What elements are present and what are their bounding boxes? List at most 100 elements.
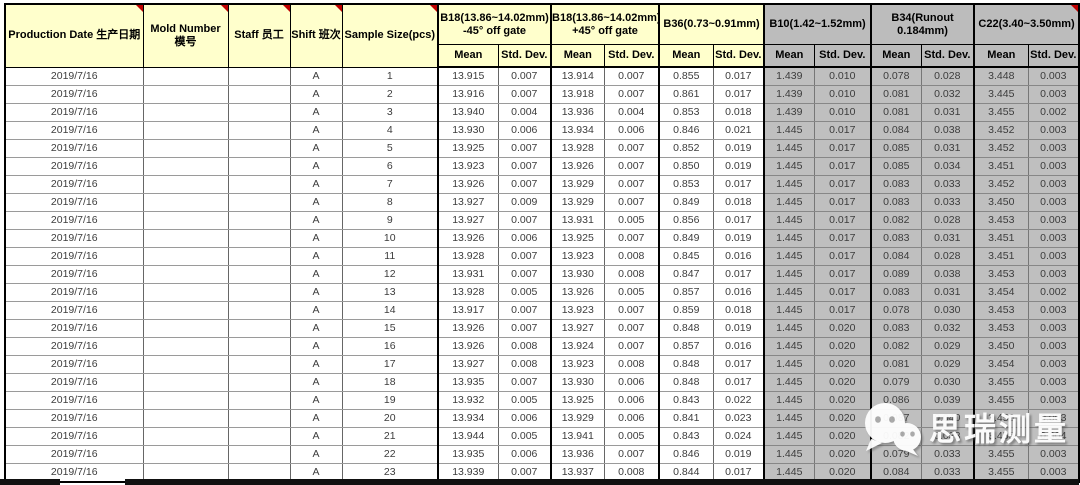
cell-c22-std[interactable]: 0.003 <box>1028 211 1080 230</box>
cell-b34-mean[interactable]: 0.079 <box>870 445 922 464</box>
cell-b18-minus45-std[interactable]: 0.005 <box>498 427 552 446</box>
cell-b36-std[interactable]: 0.017 <box>713 463 765 483</box>
cell-b10-mean[interactable]: 1.445 <box>763 427 815 446</box>
cell-b10-std[interactable]: 0.010 <box>814 103 872 122</box>
cell-staff[interactable] <box>228 409 291 428</box>
cell-c22-mean[interactable]: 3.453 <box>973 319 1029 338</box>
cell-sample[interactable]: 7 <box>342 175 439 194</box>
cell-b18-minus45-std[interactable]: 0.007 <box>498 175 552 194</box>
cell-b36-mean[interactable]: 0.856 <box>658 211 714 230</box>
cell-date[interactable]: 2019/7/16 <box>5 85 144 104</box>
cell-mold[interactable] <box>143 265 229 284</box>
cell-staff[interactable] <box>228 67 291 86</box>
cell-b10-mean[interactable]: 1.445 <box>763 211 815 230</box>
cell-sample[interactable]: 12 <box>342 265 439 284</box>
cell-b18-minus45-std[interactable]: 0.006 <box>498 229 552 248</box>
cell-date[interactable]: 2019/7/16 <box>5 301 144 320</box>
cell-b18-plus45-mean[interactable]: 13.923 <box>550 247 605 266</box>
cell-b34-mean[interactable]: 0.083 <box>870 229 922 248</box>
cell-b36-std[interactable]: 0.024 <box>713 427 765 446</box>
cell-sample[interactable]: 2 <box>342 85 439 104</box>
cell-b34-std[interactable]: 0.033 <box>921 427 975 446</box>
cell-b36-std[interactable]: 0.016 <box>713 247 765 266</box>
cell-b18-minus45-std[interactable]: 0.007 <box>498 265 552 284</box>
cell-mold[interactable] <box>143 355 229 374</box>
cell-b34-std[interactable]: 0.033 <box>921 193 975 212</box>
cell-b10-std[interactable]: 0.017 <box>814 265 872 284</box>
cell-b18-plus45-mean[interactable]: 13.926 <box>550 283 605 302</box>
cell-b34-mean[interactable]: 0.083 <box>870 283 922 302</box>
cell-b18-plus45-mean[interactable]: 13.930 <box>550 265 605 284</box>
cell-shift[interactable]: A <box>290 211 343 230</box>
cell-b10-mean[interactable]: 1.445 <box>763 175 815 194</box>
cell-b34-std[interactable]: 0.031 <box>921 283 975 302</box>
cell-b18-minus45-mean[interactable]: 13.927 <box>437 355 499 374</box>
cell-b36-std[interactable]: 0.018 <box>713 193 765 212</box>
cell-staff[interactable] <box>228 247 291 266</box>
cell-b18-plus45-std[interactable]: 0.007 <box>604 67 660 86</box>
cell-b34-std[interactable]: 0.031 <box>921 229 975 248</box>
cell-b34-std[interactable]: 0.029 <box>921 355 975 374</box>
cell-b36-std[interactable]: 0.021 <box>713 121 765 140</box>
cell-b18-minus45-mean[interactable]: 13.923 <box>437 157 499 176</box>
cell-staff[interactable] <box>228 157 291 176</box>
cell-b18-plus45-std[interactable]: 0.004 <box>604 103 660 122</box>
cell-date[interactable]: 2019/7/16 <box>5 229 144 248</box>
cell-c22-mean[interactable]: 3.451 <box>973 229 1029 248</box>
cell-c22-std[interactable]: 0.003 <box>1028 355 1080 374</box>
cell-b36-mean[interactable]: 0.855 <box>658 67 714 86</box>
cell-c22-std[interactable]: 0.003 <box>1028 301 1080 320</box>
cell-b36-std[interactable]: 0.016 <box>713 337 765 356</box>
cell-b18-plus45-std[interactable]: 0.007 <box>604 85 660 104</box>
cell-date[interactable]: 2019/7/16 <box>5 139 144 158</box>
cell-c22-std[interactable]: 0.004 <box>1028 427 1080 446</box>
cell-b18-plus45-std[interactable]: 0.006 <box>604 391 660 410</box>
cell-b18-minus45-std[interactable]: 0.005 <box>498 283 552 302</box>
cell-b36-std[interactable]: 0.018 <box>713 103 765 122</box>
cell-b18-plus45-mean[interactable]: 13.929 <box>550 175 605 194</box>
cell-b34-std[interactable]: 0.028 <box>921 211 975 230</box>
col-header-shift[interactable]: Shift 班次 <box>289 3 343 68</box>
cell-mold[interactable] <box>143 409 229 428</box>
cell-b18-minus45-std[interactable]: 0.004 <box>498 103 552 122</box>
cell-b18-minus45-std[interactable]: 0.007 <box>498 301 552 320</box>
cell-b18-minus45-mean[interactable]: 13.916 <box>437 85 499 104</box>
cell-mold[interactable] <box>143 193 229 212</box>
cell-c22-std[interactable]: 0.003 <box>1028 121 1080 140</box>
cell-b18-minus45-mean[interactable]: 13.934 <box>437 409 499 428</box>
group-header-b10[interactable]: B10(1.42~1.52mm) <box>763 3 872 45</box>
cell-staff[interactable] <box>228 337 291 356</box>
cell-b36-mean[interactable]: 0.843 <box>658 427 714 446</box>
cell-sample[interactable]: 16 <box>342 337 439 356</box>
cell-date[interactable]: 2019/7/16 <box>5 175 144 194</box>
cell-b34-mean[interactable]: 0.089 <box>870 265 922 284</box>
stat-header-b10-mean[interactable]: Mean <box>763 44 815 68</box>
stat-header-c22-mean[interactable]: Mean <box>973 44 1029 68</box>
cell-shift[interactable]: A <box>290 157 343 176</box>
cell-b10-mean[interactable]: 1.445 <box>763 373 815 392</box>
cell-c22-mean[interactable]: 3.454 <box>973 283 1029 302</box>
cell-c22-mean[interactable]: 3.452 <box>973 139 1029 158</box>
cell-b36-mean[interactable]: 0.859 <box>658 301 714 320</box>
cell-b34-std[interactable]: 0.028 <box>921 67 975 86</box>
cell-b34-mean[interactable]: 0.082 <box>870 211 922 230</box>
cell-c22-std[interactable]: 0.003 <box>1028 229 1080 248</box>
cell-b34-mean[interactable]: 0.078 <box>870 67 922 86</box>
cell-b18-minus45-mean[interactable]: 13.915 <box>437 67 499 86</box>
cell-b18-plus45-std[interactable]: 0.005 <box>604 427 660 446</box>
cell-b18-minus45-mean[interactable]: 13.926 <box>437 229 499 248</box>
cell-staff[interactable] <box>228 283 291 302</box>
cell-staff[interactable] <box>228 265 291 284</box>
cell-c22-std[interactable]: 0.003 <box>1028 157 1080 176</box>
cell-shift[interactable]: A <box>290 319 343 338</box>
cell-b36-std[interactable]: 0.017 <box>713 67 765 86</box>
cell-sample[interactable]: 8 <box>342 193 439 212</box>
cell-b34-std[interactable]: 0.039 <box>921 391 975 410</box>
cell-b18-plus45-mean[interactable]: 13.927 <box>550 319 605 338</box>
cell-b36-mean[interactable]: 0.841 <box>658 409 714 428</box>
cell-b34-mean[interactable]: 0.085 <box>870 139 922 158</box>
cell-b18-plus45-std[interactable]: 0.007 <box>604 319 660 338</box>
cell-b18-minus45-mean[interactable]: 13.926 <box>437 319 499 338</box>
cell-date[interactable]: 2019/7/16 <box>5 121 144 140</box>
cell-shift[interactable]: A <box>290 139 343 158</box>
